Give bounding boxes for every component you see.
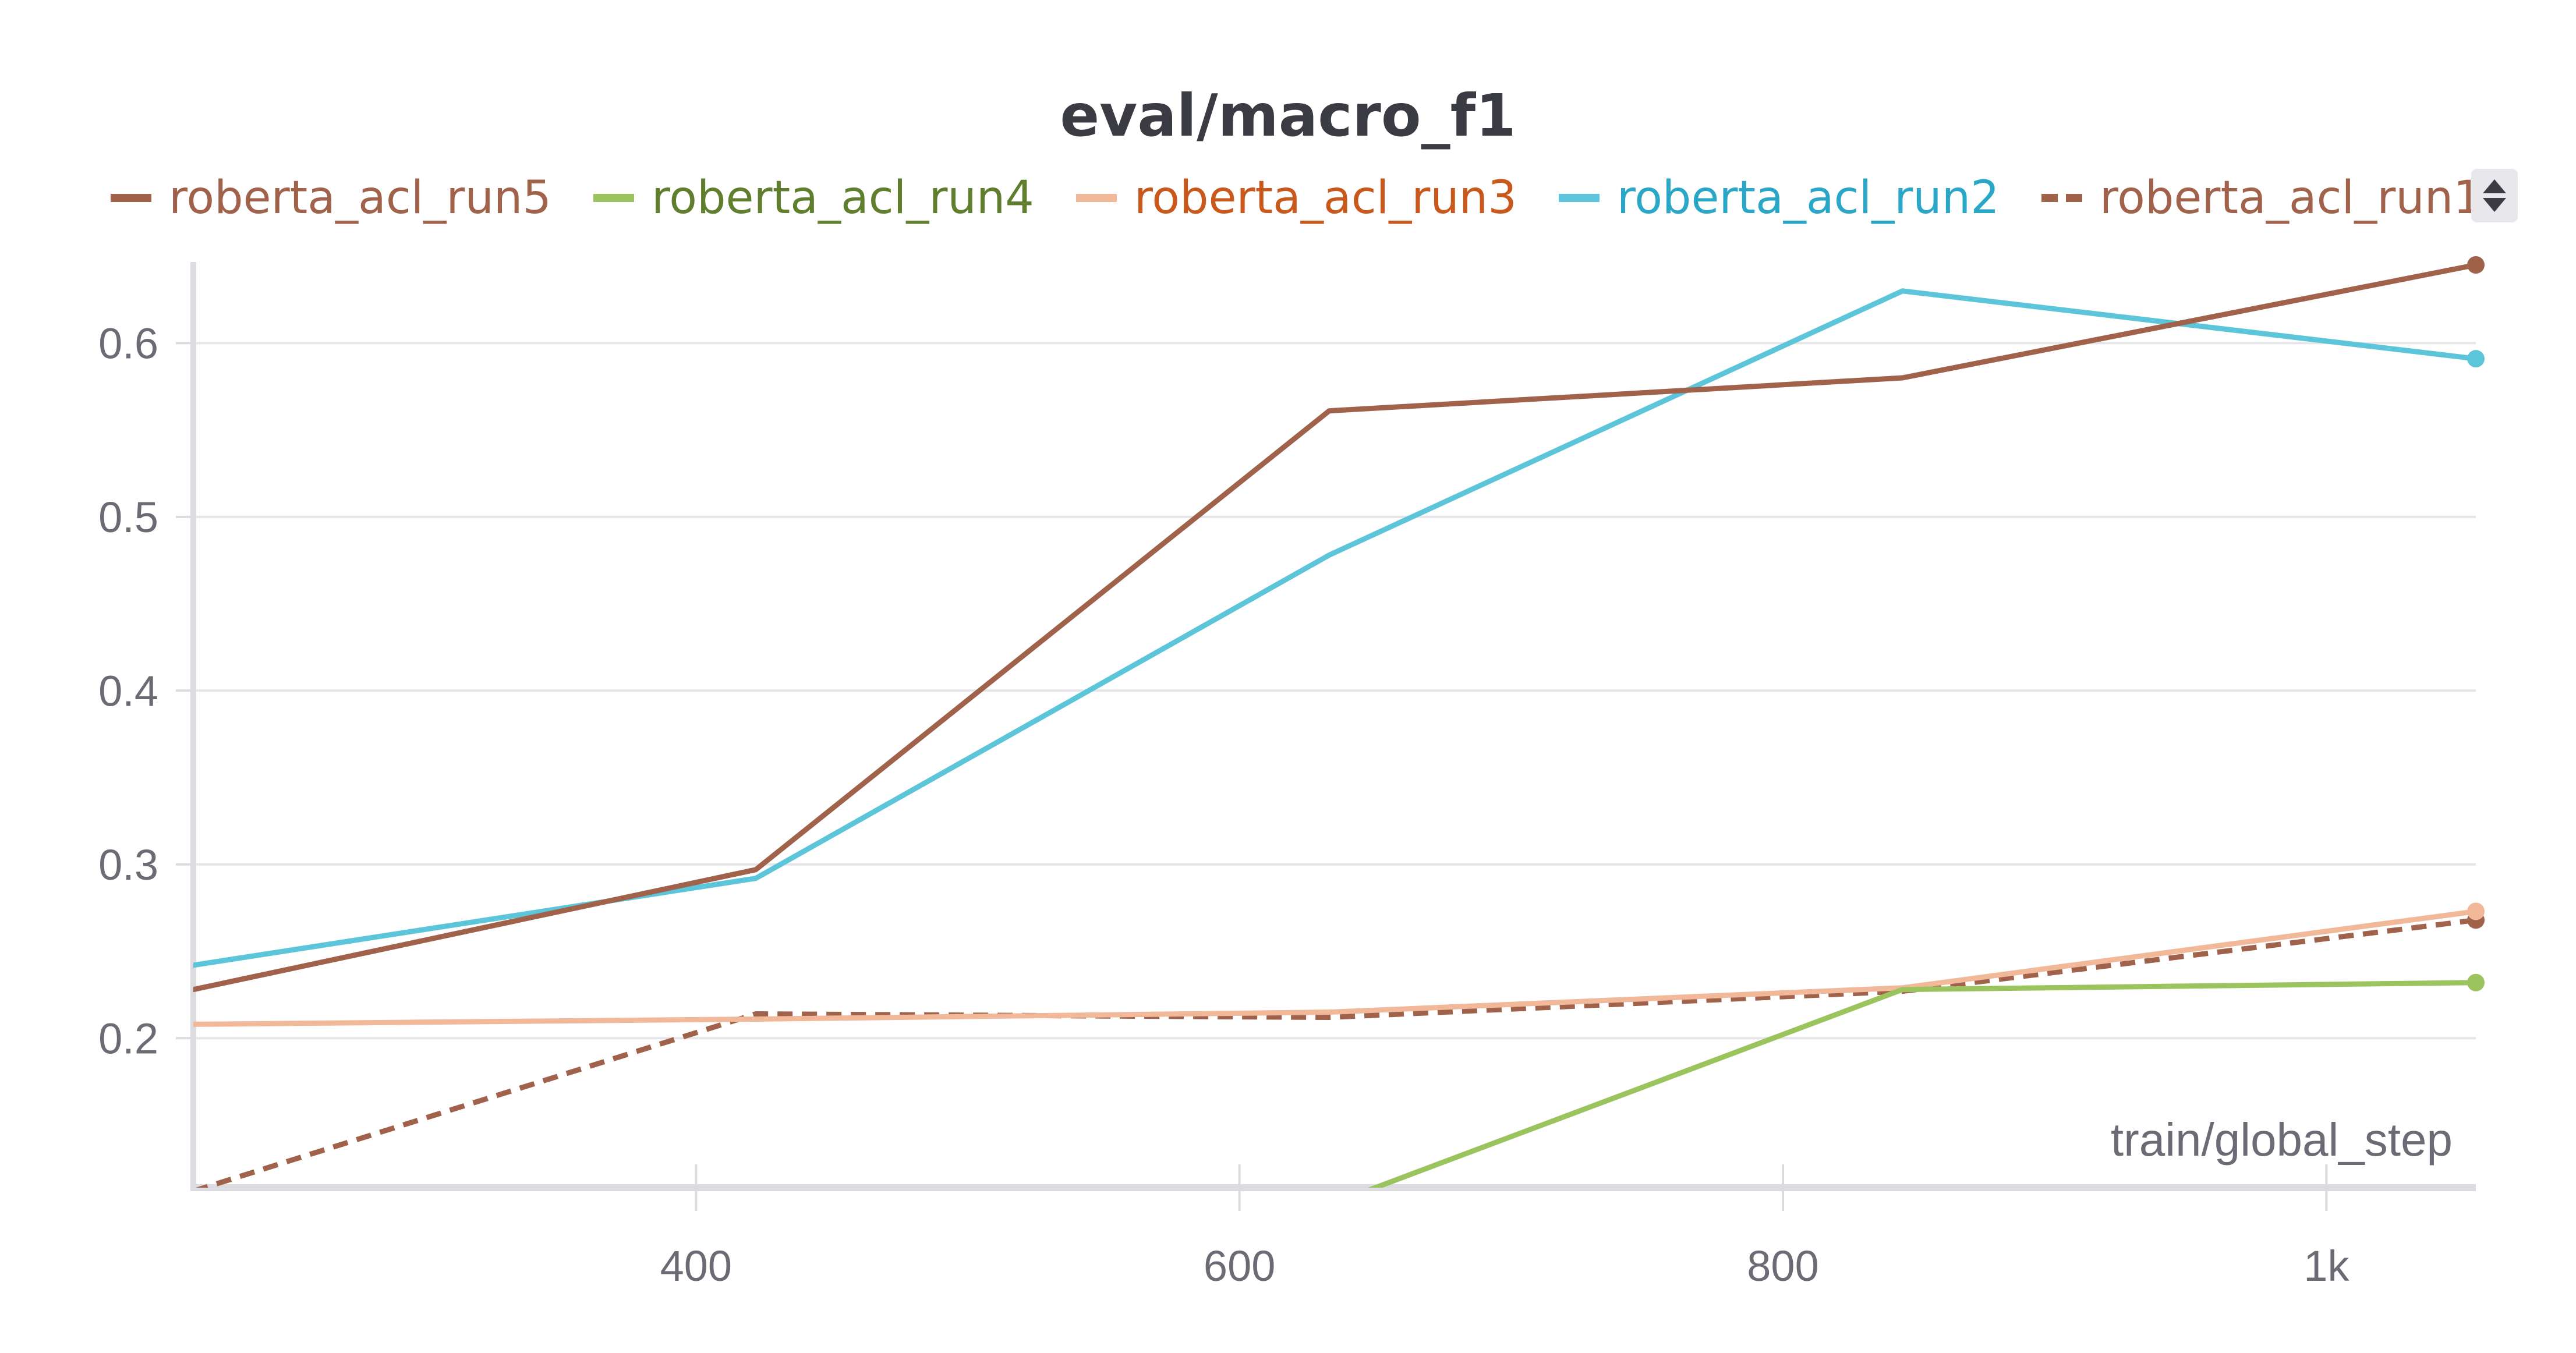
legend-label: roberta_acl_run5 bbox=[169, 172, 551, 224]
legend-item[interactable]: roberta_acl_run1 bbox=[2041, 172, 2482, 224]
legend-swatch bbox=[111, 194, 151, 202]
y-tick-label: 0.2 bbox=[98, 1014, 158, 1062]
chevron-down-icon bbox=[2483, 198, 2506, 212]
series-roberta_acl_run5 bbox=[193, 262, 2479, 993]
y-tick-label: 0.3 bbox=[98, 841, 158, 889]
series-end-point bbox=[2467, 256, 2485, 274]
series-roberta_acl_run3 bbox=[193, 908, 2479, 1027]
series-line bbox=[193, 908, 2479, 1027]
legend-swatch bbox=[593, 194, 634, 202]
legend-label: roberta_acl_run4 bbox=[651, 172, 1034, 224]
x-tick-label: 1k bbox=[2303, 1242, 2349, 1290]
legend-label: roberta_acl_run2 bbox=[1616, 172, 2000, 224]
x-tick-label: 800 bbox=[1747, 1242, 1818, 1290]
series-end-point bbox=[2467, 350, 2485, 368]
y-tick-label: 0.6 bbox=[98, 319, 158, 367]
series-end-point bbox=[2467, 902, 2485, 920]
legend-item[interactable]: roberta_acl_run2 bbox=[1558, 172, 2000, 224]
legend-scroll-button[interactable] bbox=[2471, 169, 2518, 222]
series-end-point bbox=[2467, 973, 2485, 991]
series-line bbox=[1368, 980, 2479, 1188]
legend-swatch-dash bbox=[2065, 194, 2082, 202]
legend-swatch bbox=[1075, 194, 1117, 202]
series-roberta_acl_run1 bbox=[195, 917, 2476, 1188]
chart-title: eval/macro_f1 bbox=[1060, 82, 1516, 150]
legend-swatch bbox=[2041, 194, 2082, 202]
chevron-up-icon bbox=[2483, 179, 2506, 193]
legend-item[interactable]: roberta_acl_run3 bbox=[1075, 172, 1517, 224]
series-line bbox=[193, 262, 2479, 993]
x-tick-label: 600 bbox=[1204, 1242, 1275, 1290]
series-roberta_acl_run4 bbox=[1368, 980, 2479, 1188]
legend-label: roberta_acl_run1 bbox=[2099, 172, 2482, 224]
legend-item[interactable]: roberta_acl_run4 bbox=[593, 172, 1034, 224]
x-axis-label: train/global_step bbox=[2111, 1114, 2453, 1166]
y-tick-label: 0.4 bbox=[98, 667, 158, 715]
y-tick-label: 0.5 bbox=[98, 493, 158, 541]
legend: roberta_acl_run5 roberta_acl_run4 roberta_… bbox=[111, 172, 2524, 224]
legend-item[interactable]: roberta_acl_run5 bbox=[111, 172, 551, 224]
legend-swatch-dash bbox=[2041, 194, 2058, 202]
series-line bbox=[195, 917, 2476, 1188]
legend-swatch bbox=[1558, 194, 1600, 202]
x-tick-label: 400 bbox=[660, 1242, 732, 1290]
legend-label: roberta_acl_run3 bbox=[1134, 172, 1517, 224]
